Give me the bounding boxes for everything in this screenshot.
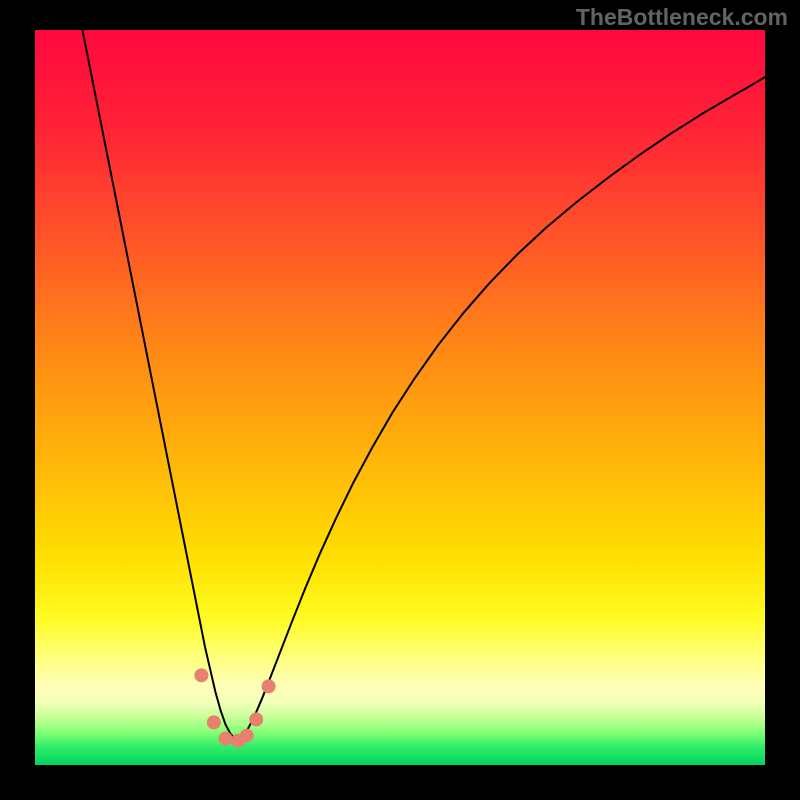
valley-marker — [207, 715, 221, 729]
valley-marker — [262, 679, 276, 693]
valley-marker — [249, 712, 263, 726]
valley-marker — [219, 732, 233, 746]
chart-container: { "watermark": { "text": "TheBottleneck.… — [0, 0, 800, 800]
plot-svg — [0, 0, 800, 800]
plot-background — [35, 30, 765, 765]
valley-marker — [240, 729, 254, 743]
watermark-text: TheBottleneck.com — [576, 4, 788, 31]
valley-marker — [194, 668, 208, 682]
